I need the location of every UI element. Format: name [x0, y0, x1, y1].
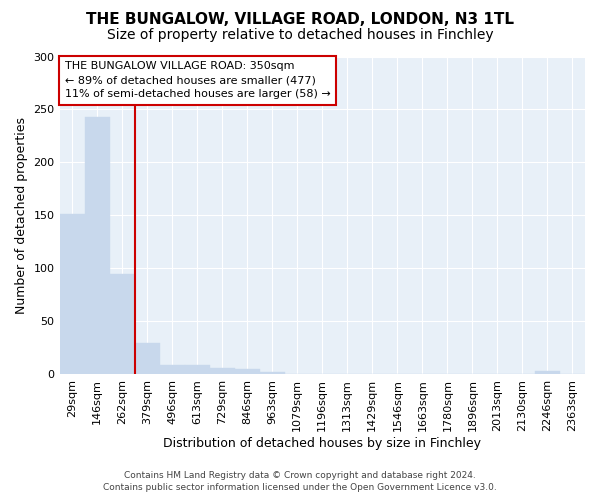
- Bar: [160, 365, 185, 374]
- Bar: [535, 372, 560, 374]
- Bar: [209, 368, 235, 374]
- Bar: [110, 274, 134, 374]
- Text: THE BUNGALOW VILLAGE ROAD: 350sqm
← 89% of detached houses are smaller (477)
11%: THE BUNGALOW VILLAGE ROAD: 350sqm ← 89% …: [65, 62, 331, 100]
- X-axis label: Distribution of detached houses by size in Finchley: Distribution of detached houses by size …: [163, 437, 481, 450]
- Text: Contains HM Land Registry data © Crown copyright and database right 2024.
Contai: Contains HM Land Registry data © Crown c…: [103, 471, 497, 492]
- Bar: [59, 214, 85, 374]
- Bar: [85, 117, 110, 374]
- Y-axis label: Number of detached properties: Number of detached properties: [15, 117, 28, 314]
- Bar: [185, 365, 209, 374]
- Bar: [260, 372, 285, 374]
- Text: Size of property relative to detached houses in Finchley: Size of property relative to detached ho…: [107, 28, 493, 42]
- Text: THE BUNGALOW, VILLAGE ROAD, LONDON, N3 1TL: THE BUNGALOW, VILLAGE ROAD, LONDON, N3 1…: [86, 12, 514, 28]
- Bar: [134, 342, 160, 374]
- Bar: [235, 369, 260, 374]
